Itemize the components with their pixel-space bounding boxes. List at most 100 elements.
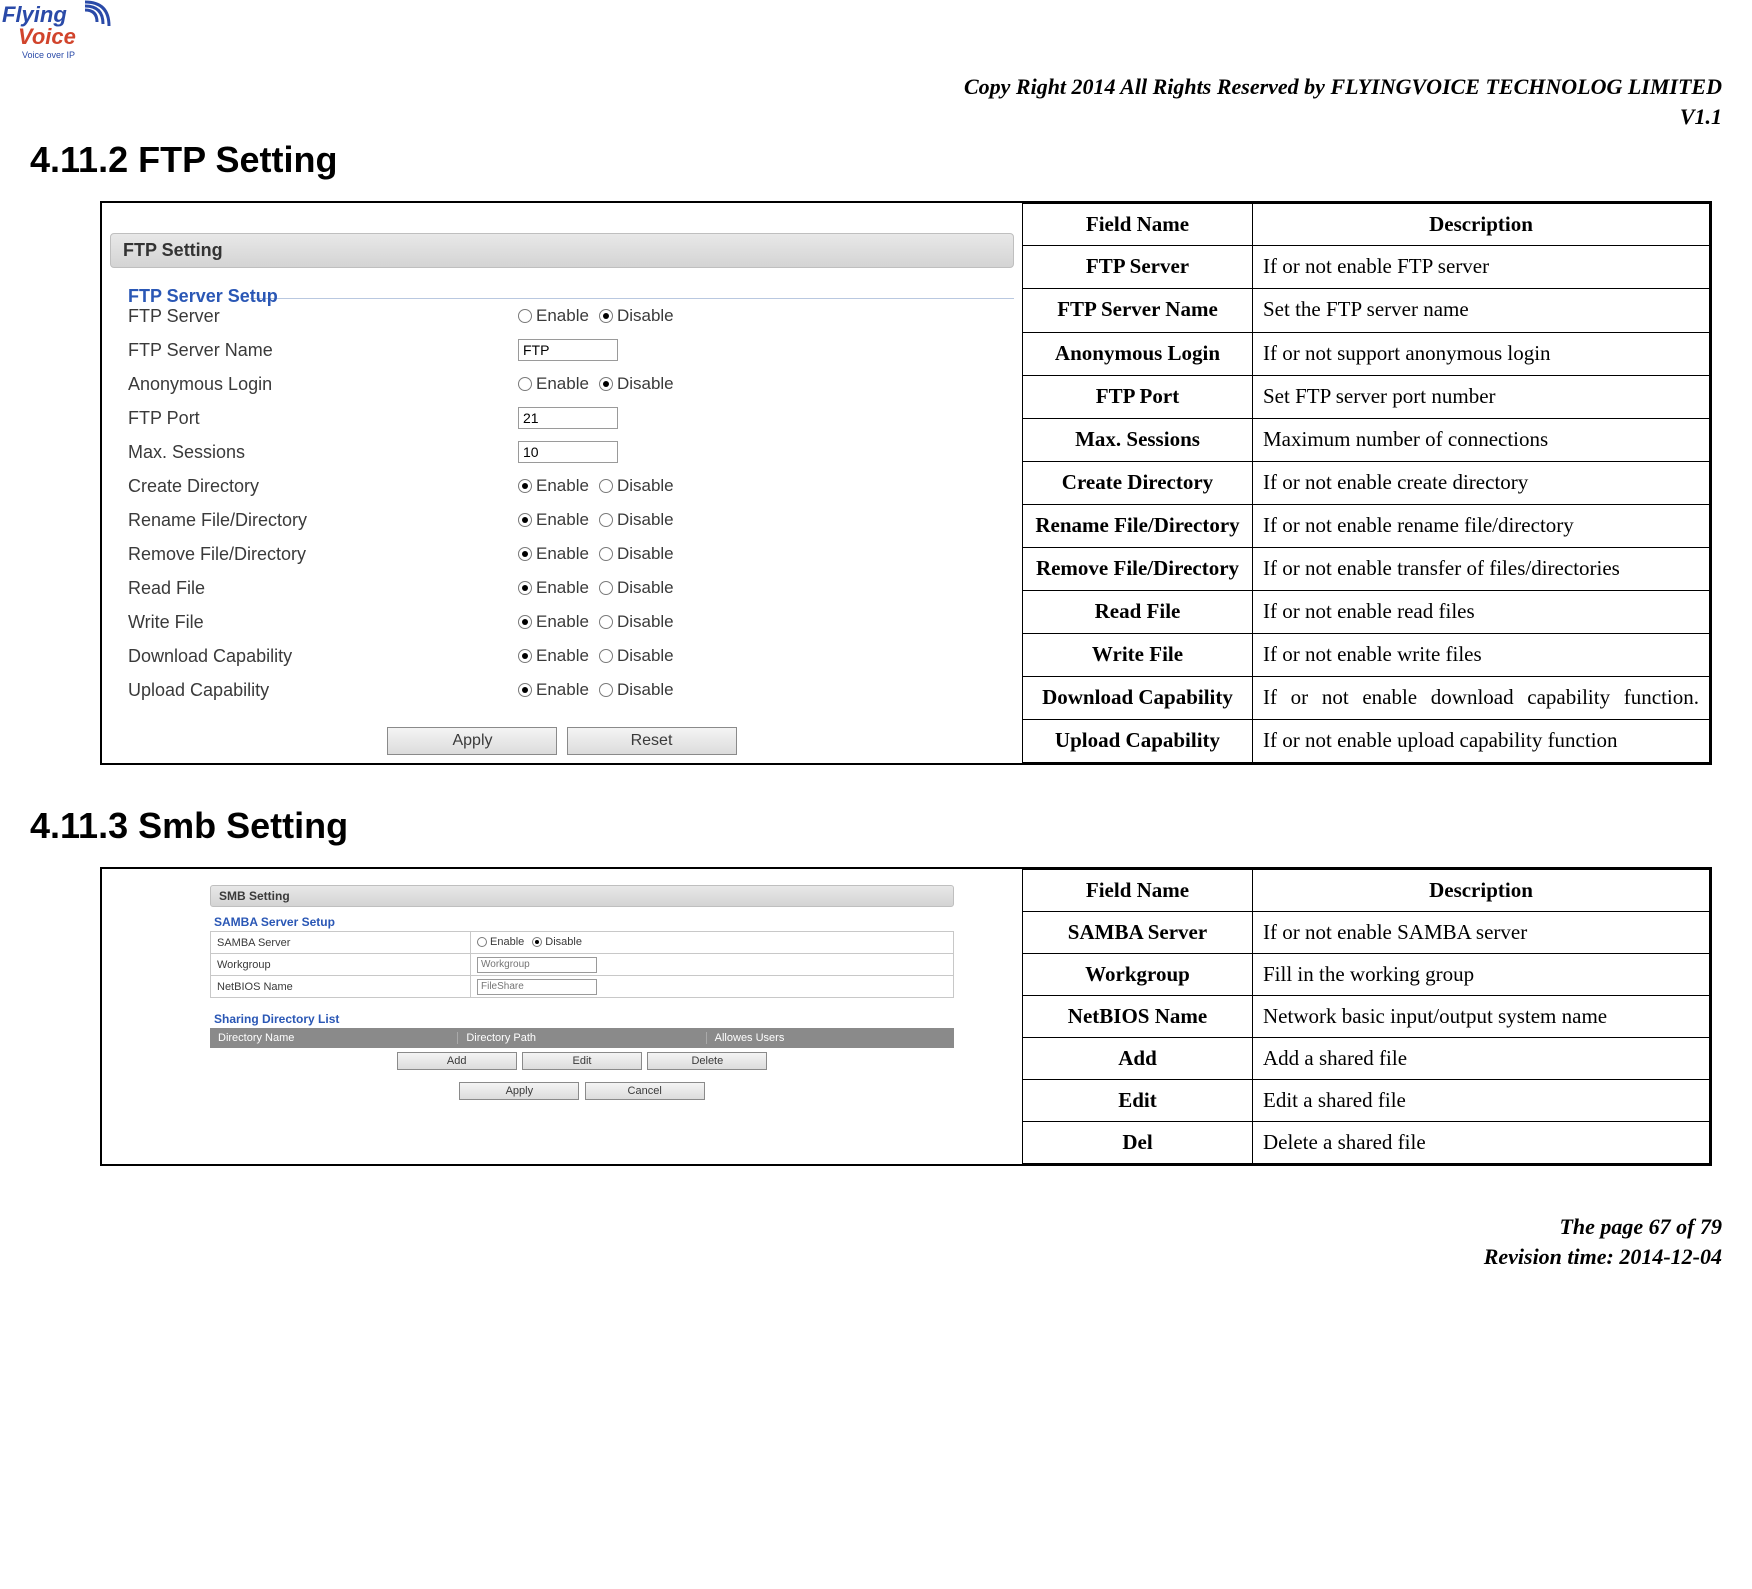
- ftp-description-table: Field Name Description FTP ServerIf or n…: [1022, 203, 1710, 763]
- enable-radio[interactable]: Enable: [518, 612, 589, 632]
- field-name-cell: Del: [1023, 1122, 1253, 1164]
- description-cell: Set FTP server port number: [1253, 375, 1710, 418]
- disable-radio[interactable]: Disable: [599, 510, 674, 530]
- ftp-field-label: Write File: [128, 612, 518, 633]
- page-footer: The page 67 of 79 Revision time: 2014-12…: [30, 1212, 1722, 1271]
- field-name-cell: Anonymous Login: [1023, 332, 1253, 375]
- ftp-field-label: FTP Server: [128, 306, 518, 327]
- ftp-content-block: FTP Setting FTP Server Setup FTP ServerE…: [100, 201, 1712, 765]
- ftp-form-row: FTP Server Name: [110, 333, 1014, 367]
- enable-radio[interactable]: Enable: [518, 680, 589, 700]
- smb-list-col-2: Allowes Users: [707, 1032, 954, 1044]
- table-row: AddAdd a shared file: [1023, 1038, 1710, 1080]
- smb-content-block: SMB Setting SAMBA Server Setup SAMBA Ser…: [100, 867, 1712, 1166]
- ftp-form-row: Upload CapabilityEnableDisable: [110, 673, 1014, 707]
- table-row: DelDelete a shared file: [1023, 1122, 1710, 1164]
- smb-group2-label: Sharing Directory List: [214, 1012, 954, 1026]
- logo-tagline: Voice over IP: [22, 50, 75, 60]
- field-name-cell: Create Directory: [1023, 461, 1253, 504]
- description-cell: If or not enable upload capability funct…: [1253, 720, 1710, 763]
- disable-radio[interactable]: Disable: [532, 936, 582, 948]
- smb-text-input[interactable]: [477, 957, 597, 973]
- smb-list-col-0: Directory Name: [210, 1032, 458, 1044]
- apply-button[interactable]: Apply: [387, 727, 557, 755]
- ftp-field-label: FTP Server Name: [128, 340, 518, 361]
- smb-list-col-1: Directory Path: [458, 1032, 706, 1044]
- table-row: EditEdit a shared file: [1023, 1080, 1710, 1122]
- apply-button[interactable]: Apply: [459, 1082, 579, 1100]
- field-name-cell: Edit: [1023, 1080, 1253, 1122]
- description-cell: If or not enable read files: [1253, 591, 1710, 634]
- disable-radio[interactable]: Disable: [599, 374, 674, 394]
- disable-radio[interactable]: Disable: [599, 476, 674, 496]
- ftp-desc-col-field: Field Name: [1023, 204, 1253, 246]
- ftp-field-label: Remove File/Directory: [128, 544, 518, 565]
- logo-bottom-text: Voice: [18, 24, 76, 49]
- copyright-line: Copy Right 2014 All Rights Reserved by F…: [30, 72, 1722, 102]
- description-cell: If or not enable create directory: [1253, 461, 1710, 504]
- smb-panel-title: SMB Setting: [210, 885, 954, 907]
- enable-radio[interactable]: Enable: [518, 578, 589, 598]
- cancel-button[interactable]: Cancel: [585, 1082, 705, 1100]
- enable-radio[interactable]: Enable: [518, 476, 589, 496]
- ftp-text-input[interactable]: [518, 441, 618, 463]
- table-row: FTP Server NameSet the FTP server name: [1023, 289, 1710, 332]
- section-heading-ftp: 4.11.2 FTP Setting: [30, 139, 1722, 181]
- enable-radio[interactable]: Enable: [518, 374, 589, 394]
- field-name-cell: Rename File/Directory: [1023, 504, 1253, 547]
- field-name-cell: SAMBA Server: [1023, 912, 1253, 954]
- table-row: Rename File/DirectoryIf or not enable re…: [1023, 504, 1710, 547]
- smb-group1-label: SAMBA Server Setup: [214, 915, 954, 929]
- table-row: NetBIOS NameNetwork basic input/output s…: [1023, 996, 1710, 1038]
- ftp-form-row: Write FileEnable Disable: [110, 605, 1014, 639]
- ftp-field-label: Read File: [128, 578, 518, 599]
- description-cell: Network basic input/output system name: [1253, 996, 1710, 1038]
- disable-radio[interactable]: Disable: [599, 578, 674, 598]
- ftp-field-label: Create Directory: [128, 476, 518, 497]
- edit-button[interactable]: Edit: [522, 1052, 642, 1070]
- enable-radio[interactable]: Enable: [518, 646, 589, 666]
- table-row: Read FileIf or not enable read files: [1023, 591, 1710, 634]
- smb-field-label: Workgroup: [211, 954, 471, 976]
- ftp-form-row: FTP Port: [110, 401, 1014, 435]
- ftp-screenshot: FTP Setting FTP Server Setup FTP ServerE…: [102, 203, 1022, 763]
- field-name-cell: Read File: [1023, 591, 1253, 634]
- smb-form-row: SAMBA ServerEnableDisable: [211, 932, 954, 954]
- ftp-panel-title: FTP Setting: [110, 233, 1014, 268]
- field-name-cell: Remove File/Directory: [1023, 547, 1253, 590]
- footer-revision: Revision time: 2014-12-04: [30, 1242, 1722, 1272]
- description-cell: Maximum number of connections: [1253, 418, 1710, 461]
- add-button[interactable]: Add: [397, 1052, 517, 1070]
- enable-radio[interactable]: Enable: [518, 306, 589, 326]
- ftp-form-row: Anonymous LoginEnableDisable: [110, 367, 1014, 401]
- ftp-form-row: Download CapabilityEnableDisable: [110, 639, 1014, 673]
- ftp-form-row: Max. Sessions: [110, 435, 1014, 469]
- enable-radio[interactable]: Enable: [518, 544, 589, 564]
- table-row: Remove File/DirectoryIf or not enable tr…: [1023, 547, 1710, 590]
- description-cell: If or not enable SAMBA server: [1253, 912, 1710, 954]
- ftp-text-input[interactable]: [518, 407, 618, 429]
- ftp-text-input[interactable]: [518, 339, 618, 361]
- field-name-cell: Upload Capability: [1023, 720, 1253, 763]
- description-cell: If or not support anonymous login: [1253, 332, 1710, 375]
- disable-radio[interactable]: Disable: [599, 544, 674, 564]
- page-header: Copy Right 2014 All Rights Reserved by F…: [30, 0, 1722, 131]
- smb-screenshot: SMB Setting SAMBA Server Setup SAMBA Ser…: [102, 869, 1022, 1164]
- delete-button[interactable]: Delete: [647, 1052, 767, 1070]
- ftp-form-row: Create DirectoryEnable Disable: [110, 469, 1014, 503]
- table-row: Create DirectoryIf or not enable create …: [1023, 461, 1710, 504]
- ftp-form-row: Read FileEnable Disable: [110, 571, 1014, 605]
- reset-button[interactable]: Reset: [567, 727, 737, 755]
- field-name-cell: Max. Sessions: [1023, 418, 1253, 461]
- field-name-cell: Workgroup: [1023, 954, 1253, 996]
- disable-radio[interactable]: Disable: [599, 306, 674, 326]
- disable-radio[interactable]: Disable: [599, 646, 674, 666]
- enable-radio[interactable]: Enable: [518, 510, 589, 530]
- table-row: FTP PortSet FTP server port number: [1023, 375, 1710, 418]
- smb-desc-col-desc: Description: [1253, 870, 1710, 912]
- disable-radio[interactable]: Disable: [599, 680, 674, 700]
- disable-radio[interactable]: Disable: [599, 612, 674, 632]
- smb-list-header: Directory Name Directory Path Allowes Us…: [210, 1028, 954, 1048]
- smb-text-input[interactable]: [477, 979, 597, 995]
- enable-radio[interactable]: Enable: [477, 936, 524, 948]
